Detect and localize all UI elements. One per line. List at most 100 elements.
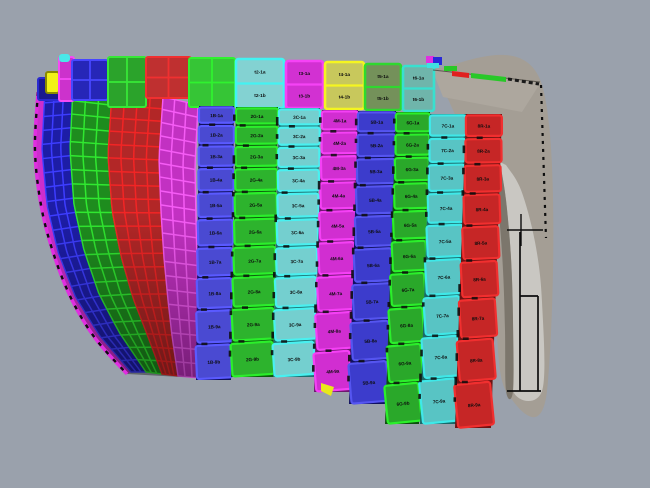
plate-3-9[interactable]: 3C-9a: [272, 307, 318, 342]
plate-3-10[interactable]: 3C-9b: [271, 340, 317, 378]
plate-7-6[interactable]: 7C-6a: [424, 257, 464, 296]
plate-column-1[interactable]: 1B-1a 1B-2a 1B-3a 1B-4a 1B-5a 1B-6a 1B-7a 1B-8a…: [194, 106, 236, 381]
plate-1-8[interactable]: 1B-8a: [195, 276, 234, 310]
plate-2-2[interactable]: 2G-2a: [234, 125, 279, 145]
plate-face[interactable]: [464, 114, 504, 138]
plate-1-6[interactable]: 1B-6a: [196, 218, 235, 247]
plate-face[interactable]: [276, 168, 321, 193]
plate-8-9[interactable]: 8R-9a: [453, 380, 495, 429]
plate-8-1[interactable]: 8R-1a: [464, 114, 504, 138]
plate-face[interactable]: [277, 108, 322, 126]
plate-4-9[interactable]: 4M-9a: [312, 349, 354, 393]
plate-face[interactable]: [464, 137, 503, 164]
top-plate-green-grid[interactable]: [107, 56, 147, 108]
plate-6-2[interactable]: 6G-2a: [394, 133, 431, 157]
top-plate-blue-grid[interactable]: [71, 59, 109, 101]
plate-4-2[interactable]: 4M-2a: [320, 131, 359, 155]
plate-2-1[interactable]: 2G-1a: [234, 107, 280, 125]
plate-2-5[interactable]: 2G-5a: [233, 191, 279, 218]
plate-face[interactable]: [459, 259, 500, 299]
plate-7-8[interactable]: 7C-8a: [420, 334, 462, 380]
plate-6-5[interactable]: 6G-5a: [391, 209, 429, 240]
plate-6-4[interactable]: 6G-4a: [392, 182, 430, 210]
plate-8-5[interactable]: 8R-5a: [461, 225, 501, 261]
plate-face[interactable]: [277, 126, 321, 146]
plate-5-5[interactable]: 5B-5a: [353, 214, 395, 248]
plate-3-8[interactable]: 3C-8a: [273, 275, 319, 308]
plate-1-5[interactable]: 1B-5a: [197, 192, 235, 219]
corner-yellow-patch[interactable]: [45, 71, 60, 94]
plate-1-2[interactable]: 1B-2a: [197, 124, 236, 145]
plate-face[interactable]: [196, 218, 235, 247]
plate-1-3[interactable]: 1B-3a: [197, 145, 235, 168]
plate-2-7[interactable]: 2G-7a: [232, 245, 278, 276]
plate-face[interactable]: [457, 297, 499, 339]
plate-face[interactable]: [462, 193, 502, 226]
plate-5-1[interactable]: 5B-1a: [356, 111, 398, 133]
plate-5-7[interactable]: 5B-7a: [351, 282, 394, 321]
plate-7-7[interactable]: 7C-7a: [422, 294, 463, 337]
plate-face[interactable]: [277, 146, 321, 169]
plate-2-10[interactable]: 2G-9b: [229, 340, 276, 378]
structure-transom-panel[interactable]: [500, 162, 545, 402]
plate-1-7[interactable]: 1B-7a: [196, 246, 235, 277]
plate-5-3[interactable]: 5B-3a: [355, 157, 397, 185]
plate-face[interactable]: [453, 380, 495, 429]
plate-5-9[interactable]: 5B-9a: [347, 360, 391, 405]
top-plate-magenta[interactable]: t3-1a t3-1b: [284, 59, 325, 110]
plate-column-4[interactable]: 4M-1a 4M-2a 4M-3a 4M-4a 4M-5a 4M-6a 4M-7a 4M-8a…: [312, 110, 360, 393]
plate-2-6[interactable]: 2G-6a: [232, 217, 278, 246]
top-plate-yellow[interactable]: t4-1a t4-1b: [323, 60, 366, 111]
plate-column-8[interactable]: 8R-1a 8R-2a 8R-3a 8R-4a 8R-5a 8R-6a 8R-7a 8R-8a…: [453, 114, 504, 429]
plate-4-1[interactable]: 4M-1a: [320, 110, 360, 131]
plate-2-8[interactable]: 2G-8a: [231, 275, 277, 308]
plate-4-4[interactable]: 4M-4a: [319, 181, 358, 210]
plate-6-8[interactable]: 6G-8a: [387, 306, 426, 345]
plate-4-5[interactable]: 4M-5a: [318, 209, 358, 242]
plate-8-7[interactable]: 8R-7a: [457, 297, 499, 339]
plate-3-1[interactable]: 3C-1a: [277, 108, 322, 126]
plate-column-2[interactable]: 2G-1a 2G-2a 2G-3a 2G-4a 2G-5a 2G-6a 2G-7a 2G-8a…: [228, 107, 280, 378]
corner-cyan-tick-face[interactable]: [59, 54, 70, 62]
plate-4-6[interactable]: 4M-6a: [317, 241, 357, 276]
plate-face[interactable]: [385, 342, 425, 384]
plate-7-9[interactable]: 7C-9a: [418, 377, 460, 425]
plate-5-2[interactable]: 5B-2a: [356, 133, 397, 158]
plate-face[interactable]: [197, 192, 235, 219]
plate-6-1[interactable]: 6G-1a: [394, 112, 432, 133]
plate-face[interactable]: [196, 246, 235, 277]
plate-5-4[interactable]: 5B-4a: [354, 184, 396, 215]
plate-face[interactable]: [197, 167, 235, 192]
plate-2-3[interactable]: 2G-3a: [234, 145, 279, 168]
plate-column-3[interactable]: 3C-1a 3C-2a 3C-3a 3C-4a 3C-5a 3C-6a 3C-7a 3C-8a…: [270, 108, 322, 378]
corner-yellow-patch-face[interactable]: [45, 71, 60, 94]
plate-7-4[interactable]: 7C-4a: [426, 192, 466, 224]
plate-1-10[interactable]: 1B-9b: [194, 343, 234, 381]
plate-5-8[interactable]: 5B-8a: [349, 319, 392, 362]
plate-face[interactable]: [276, 192, 320, 219]
plate-8-6[interactable]: 8R-6a: [459, 259, 500, 299]
top-plate-brightgreen-grid[interactable]: [188, 57, 236, 108]
plate-5-6[interactable]: 5B-6a: [352, 247, 394, 283]
plate-7-1[interactable]: 7C-1a: [428, 114, 468, 137]
top-plate-cyan[interactable]: t2-1a t2-1b: [234, 57, 286, 110]
plate-face[interactable]: [455, 337, 497, 383]
plate-1-1[interactable]: 1B-1a: [197, 106, 236, 124]
plate-8-3[interactable]: 8R-3a: [463, 164, 503, 194]
plate-2-9[interactable]: 2G-9a: [230, 306, 277, 342]
plate-2-4[interactable]: 2G-4a: [233, 167, 279, 192]
plate-4-7[interactable]: 4M-7a: [315, 274, 356, 312]
top-plate-teal[interactable]: t6-1a t6-1b: [401, 64, 436, 113]
plate-7-3[interactable]: 7C-3a: [427, 163, 467, 193]
plate-3-6[interactable]: 3C-6a: [275, 218, 320, 247]
plate-column-5[interactable]: 5B-1a 5B-2a 5B-3a 5B-4a 5B-5a 5B-6a 5B-7a 5B-8a…: [347, 111, 398, 405]
plate-6-6[interactable]: 6G-6a: [390, 239, 428, 273]
plate-3-4[interactable]: 3C-4a: [276, 168, 321, 193]
plate-face[interactable]: [463, 164, 503, 194]
plate-face[interactable]: [274, 245, 319, 277]
plate-6-3[interactable]: 6G-3a: [393, 156, 431, 182]
plate-6-7[interactable]: 6G-7a: [389, 271, 427, 308]
top-plate-red-grid[interactable]: [145, 56, 192, 99]
